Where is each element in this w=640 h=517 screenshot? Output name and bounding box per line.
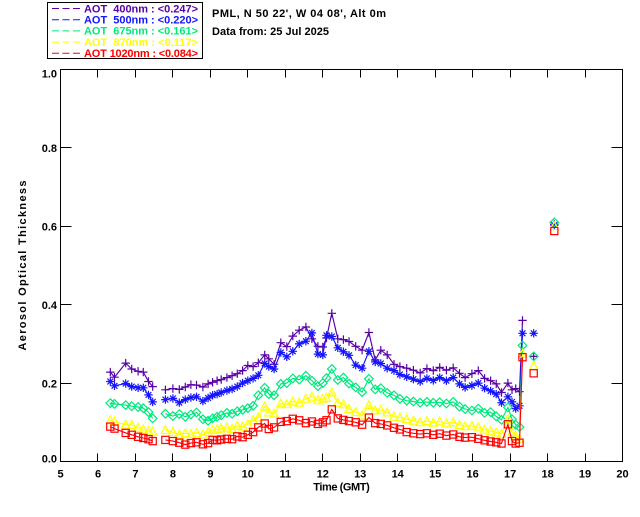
svg-text:0.6: 0.6 [42,222,57,234]
svg-text:AOT 500nm : <0.220>: AOT 500nm : <0.220> [84,15,198,27]
svg-text:5: 5 [57,469,63,481]
svg-text:18: 18 [541,469,553,481]
svg-text:19: 19 [579,469,591,481]
svg-text:11: 11 [279,469,291,481]
svg-text:10: 10 [242,469,254,481]
svg-text:8: 8 [170,469,176,481]
svg-text:6: 6 [95,469,101,481]
svg-text:15: 15 [429,469,441,481]
svg-text:0.8: 0.8 [42,143,57,155]
svg-text:AOT 675nm : <0.161>: AOT 675nm : <0.161> [84,26,198,38]
svg-text:7: 7 [132,469,138,481]
svg-text:12: 12 [317,469,329,481]
svg-text:1.0: 1.0 [42,69,57,81]
svg-text:16: 16 [466,469,478,481]
svg-text:0.4: 0.4 [42,300,58,312]
svg-text:Data from: 25 Jul 2025: Data from: 25 Jul 2025 [212,26,329,38]
svg-text:AOT 400nm : <0.247>: AOT 400nm : <0.247> [84,3,198,15]
svg-text:13: 13 [354,469,366,481]
svg-text:14: 14 [392,469,405,481]
svg-text:AOT 870nm : <0.117>: AOT 870nm : <0.117> [84,37,198,49]
svg-text:9: 9 [207,469,213,481]
svg-text:0.2: 0.2 [42,378,57,390]
svg-text:PML, N 50 22', W 04 08', Alt 0: PML, N 50 22', W 04 08', Alt 0m [212,8,386,20]
svg-text:Aerosol Optical Thickness: Aerosol Optical Thickness [17,181,29,351]
svg-text:AOT 1020nm : <0.084>: AOT 1020nm : <0.084> [84,48,198,60]
svg-text:Time (GMT): Time (GMT) [313,482,370,494]
svg-text:0.0: 0.0 [42,454,57,466]
svg-text:20: 20 [616,469,628,481]
svg-text:17: 17 [504,469,516,481]
